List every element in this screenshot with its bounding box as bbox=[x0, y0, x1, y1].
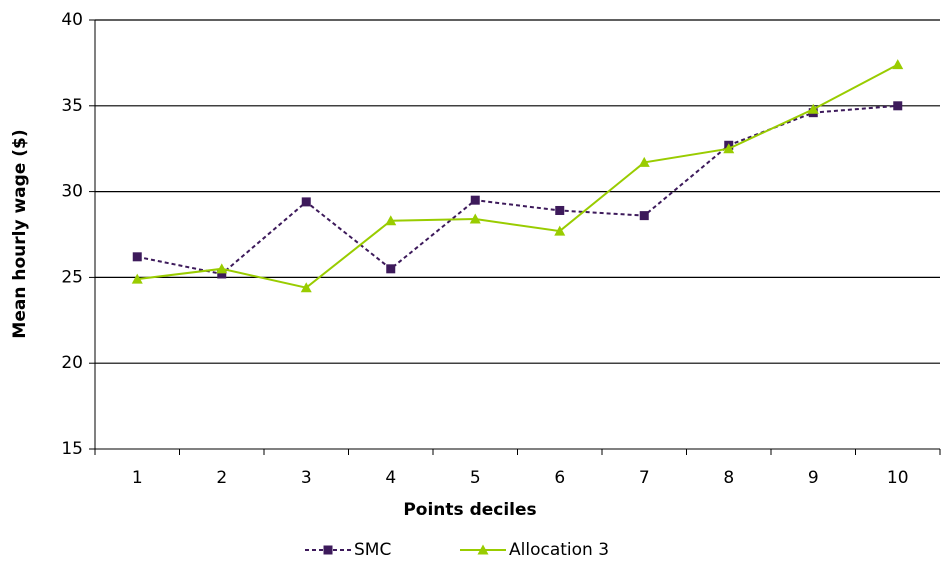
data-point bbox=[807, 103, 819, 114]
legend-marker bbox=[323, 545, 333, 555]
x-tick-label: 9 bbox=[808, 468, 819, 488]
y-tick-label: 30 bbox=[61, 182, 83, 202]
y-tick-label: 35 bbox=[61, 96, 83, 116]
data-point bbox=[132, 252, 142, 262]
y-tick-label: 20 bbox=[61, 353, 83, 373]
data-point bbox=[893, 101, 903, 111]
data-point bbox=[217, 269, 227, 279]
data-point bbox=[300, 282, 312, 293]
data-point bbox=[469, 213, 481, 224]
data-point bbox=[554, 225, 566, 236]
x-axis-label: Points deciles bbox=[403, 500, 536, 520]
x-tick-label: 6 bbox=[554, 468, 565, 488]
data-point bbox=[892, 59, 904, 70]
data-point bbox=[555, 205, 565, 215]
data-point bbox=[470, 195, 480, 205]
data-point bbox=[216, 263, 228, 274]
data-point bbox=[639, 211, 649, 221]
legend-label: Allocation 3 bbox=[509, 540, 609, 560]
x-tick-label: 10 bbox=[887, 468, 909, 488]
x-tick-label: 1 bbox=[132, 468, 143, 488]
data-point bbox=[723, 143, 735, 154]
data-point bbox=[386, 264, 396, 274]
series-line bbox=[137, 63, 899, 289]
y-tick-label: 15 bbox=[61, 439, 83, 459]
x-tick-label: 3 bbox=[301, 468, 312, 488]
legend-label: SMC bbox=[354, 540, 391, 560]
data-point bbox=[301, 197, 311, 207]
y-tick-label: 25 bbox=[61, 267, 83, 287]
y-axis-label: Mean hourly wage ($) bbox=[10, 129, 30, 338]
x-tick-label: 7 bbox=[639, 468, 650, 488]
legend-marker bbox=[477, 544, 489, 555]
x-tick-label: 8 bbox=[723, 468, 734, 488]
x-tick-label: 4 bbox=[385, 468, 396, 488]
data-point bbox=[131, 273, 143, 284]
y-tick-label: 40 bbox=[61, 10, 83, 30]
series-line bbox=[137, 104, 898, 276]
data-point bbox=[638, 156, 650, 167]
x-tick-label: 2 bbox=[216, 468, 227, 488]
data-point bbox=[385, 215, 397, 226]
x-tick-label: 5 bbox=[470, 468, 481, 488]
